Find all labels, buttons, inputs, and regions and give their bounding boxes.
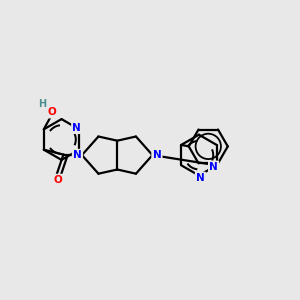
Text: N: N (153, 150, 161, 160)
Text: N: N (73, 150, 82, 160)
Text: N: N (72, 123, 81, 133)
Text: H: H (39, 99, 47, 109)
Text: N: N (196, 173, 205, 183)
Text: O: O (48, 107, 57, 117)
Text: O: O (54, 175, 63, 185)
Text: N: N (209, 162, 218, 172)
